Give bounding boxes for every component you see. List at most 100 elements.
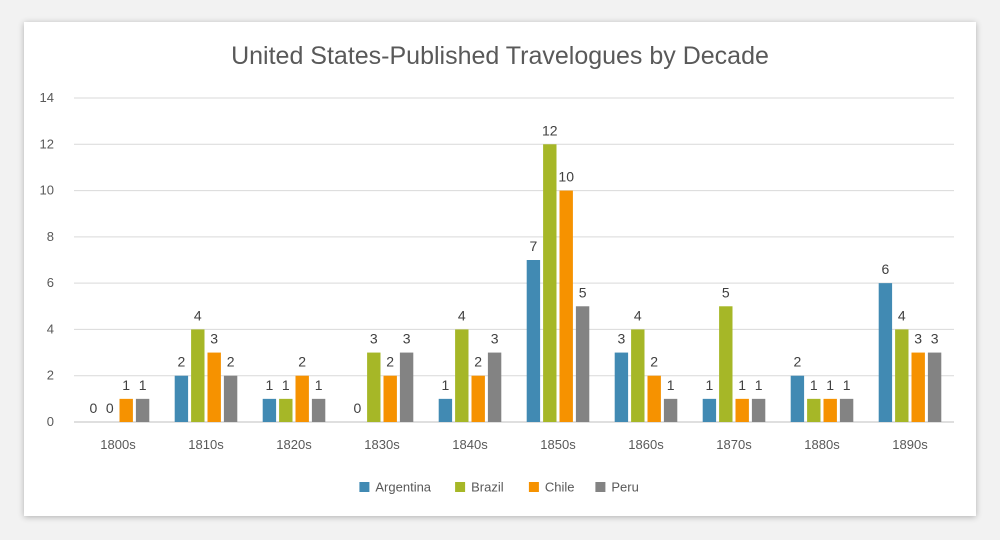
y-tick-label: 0 — [47, 414, 54, 429]
legend-label-brazil: Brazil — [471, 480, 504, 495]
bar-brazil-1830s — [367, 352, 381, 422]
bar-peru-1800s — [135, 398, 150, 422]
bar-argentina-1850s — [526, 260, 541, 422]
y-tick-label: 14 — [40, 90, 54, 105]
data-label: 3 — [914, 331, 922, 347]
bar-chile-1890s — [911, 352, 925, 422]
x-tick-label: 1850s — [540, 437, 576, 452]
data-label: 5 — [722, 284, 730, 300]
data-label: 1 — [843, 377, 851, 393]
y-tick-label: 8 — [47, 229, 54, 244]
data-label: 2 — [794, 354, 802, 370]
data-label: 5 — [579, 284, 587, 300]
data-label: 1 — [755, 377, 763, 393]
data-label: 1 — [706, 377, 714, 393]
data-label: 1 — [266, 377, 274, 393]
data-label: 1 — [738, 377, 746, 393]
bar-argentina-1890s — [878, 283, 893, 422]
bar-peru-1880s — [839, 398, 854, 422]
legend-swatch-chile — [528, 482, 539, 492]
y-tick-label: 2 — [47, 368, 54, 383]
chart-title: United States-Published Travelogues by D… — [231, 42, 769, 70]
data-label: 2 — [386, 354, 394, 370]
bar-peru-1840s — [487, 352, 502, 422]
data-label: 4 — [898, 307, 906, 323]
x-tick-label: 1890s — [892, 437, 928, 452]
data-label: 1 — [315, 377, 323, 393]
data-label: 3 — [210, 331, 218, 347]
data-label: 2 — [650, 354, 658, 370]
bar-argentina-1820s — [262, 398, 277, 422]
bar-chile-1880s — [823, 398, 837, 422]
data-label: 2 — [178, 354, 186, 370]
x-tick-label: 1810s — [188, 437, 224, 452]
bar-brazil-1870s — [719, 306, 733, 422]
bar-argentina-1870s — [702, 398, 717, 422]
data-label: 4 — [634, 307, 642, 323]
bar-chile-1830s — [383, 375, 397, 422]
bar-brazil-1890s — [895, 329, 909, 422]
data-label: 2 — [298, 354, 306, 370]
data-label: 0 — [354, 400, 362, 416]
x-tick-label: 1800s — [100, 437, 136, 452]
data-label: 3 — [931, 331, 939, 347]
x-tick-label: 1830s — [364, 437, 400, 452]
data-label: 1 — [826, 377, 834, 393]
x-axis: 1800s 1810s 1820s 1830s 1840s 1850s 1860s 1870s… — [100, 437, 928, 452]
y-tick-label: 12 — [40, 136, 54, 151]
bar-peru-1870s — [751, 398, 766, 422]
x-tick-label: 1870s — [716, 437, 752, 452]
bar-peru-1820s — [311, 398, 326, 422]
data-label: 1 — [282, 377, 290, 393]
bar-chart: United States-Published Travelogues by D… — [40, 42, 954, 495]
data-label: 10 — [558, 169, 574, 185]
data-label: 3 — [618, 331, 626, 347]
bar-chile-1810s — [207, 352, 221, 422]
data-label: 6 — [882, 261, 890, 277]
data-label: 4 — [194, 307, 202, 323]
data-label: 1 — [442, 377, 450, 393]
bar-chile-1840s — [471, 375, 485, 422]
data-label: 2 — [227, 354, 235, 370]
legend-label-peru: Peru — [611, 480, 638, 495]
bar-chile-1800s — [119, 398, 133, 422]
data-label: 4 — [458, 307, 466, 323]
bar-chile-1820s — [295, 375, 309, 422]
bar-argentina-1880s — [790, 375, 805, 422]
data-label: 2 — [474, 354, 482, 370]
data-label: 1 — [122, 377, 130, 393]
data-label: 3 — [491, 331, 499, 347]
bar-argentina-1810s — [174, 375, 189, 422]
x-tick-label: 1820s — [276, 437, 312, 452]
x-tick-label: 1840s — [452, 437, 488, 452]
data-label: 1 — [667, 377, 675, 393]
data-label: 0 — [90, 400, 98, 416]
bar-peru-1850s — [575, 306, 590, 422]
legend-label-chile: Chile — [545, 480, 575, 495]
chart-container: United States-Published Travelogues by D… — [24, 22, 976, 516]
legend-label-argentina: Argentina — [375, 480, 431, 495]
bar-chile-1870s — [735, 398, 749, 422]
legend: Argentina Brazil Chile Peru — [359, 480, 639, 495]
bar-peru-1860s — [663, 398, 678, 422]
data-label: 3 — [370, 331, 378, 347]
y-tick-label: 4 — [47, 321, 54, 336]
data-label: 1 — [139, 377, 147, 393]
x-tick-label: 1860s — [628, 437, 664, 452]
data-label: 12 — [542, 122, 558, 138]
bar-brazil-1820s — [279, 398, 293, 422]
bar-peru-1890s — [927, 352, 942, 422]
bar-brazil-1850s — [543, 144, 557, 422]
data-label: 7 — [530, 238, 538, 254]
data-label: 1 — [810, 377, 818, 393]
legend-swatch-brazil — [455, 482, 466, 492]
bar-peru-1830s — [399, 352, 414, 422]
y-tick-label: 6 — [47, 275, 54, 290]
bar-chile-1850s — [559, 190, 573, 422]
bar-brazil-1840s — [455, 329, 469, 422]
bars — [119, 144, 942, 422]
bar-chile-1860s — [647, 375, 661, 422]
x-tick-label: 1880s — [804, 437, 840, 452]
y-axis: 0 2 4 6 8 10 12 14 — [40, 90, 54, 429]
